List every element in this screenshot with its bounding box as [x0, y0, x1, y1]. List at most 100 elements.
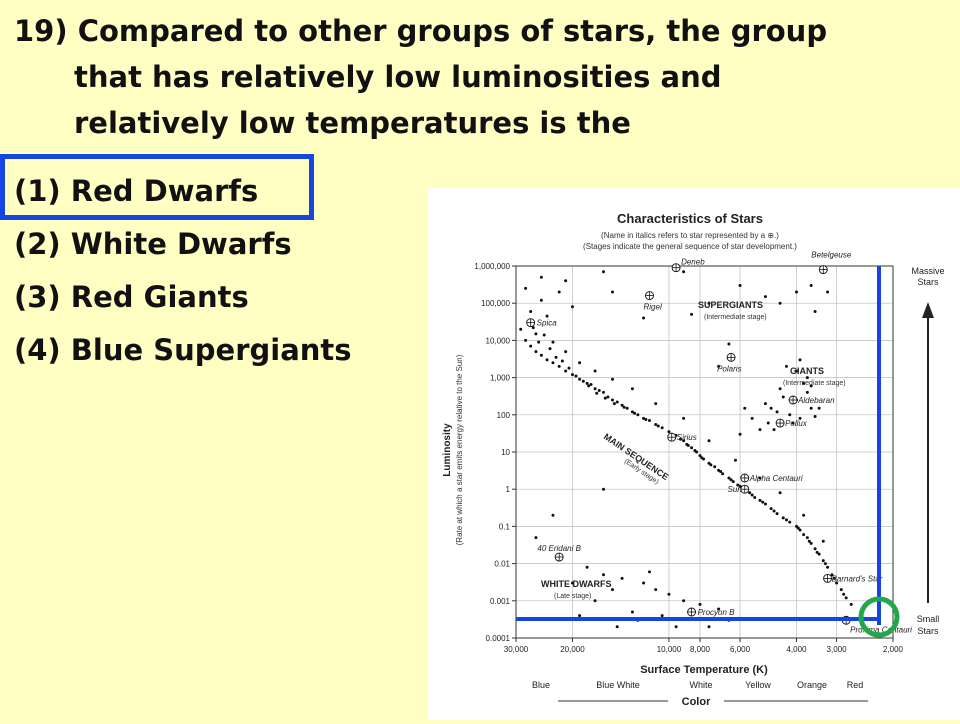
star-point [620, 403, 624, 407]
star-point [798, 528, 802, 532]
red-dwarf-highlight-circle [858, 596, 900, 638]
star-point [620, 576, 624, 580]
star-point [809, 384, 813, 388]
answer-option-2[interactable]: (2) White Dwarfs [14, 227, 292, 261]
star-point [738, 432, 742, 436]
star-point [589, 383, 593, 387]
star-point [597, 389, 601, 393]
star-point [772, 428, 776, 432]
star-point [849, 602, 853, 606]
star-point [753, 495, 757, 499]
named-star-label: Betelgeuse [811, 251, 852, 260]
star-point [802, 513, 806, 517]
answer-option-4[interactable]: (4) Blue Supergiants [14, 333, 352, 367]
star-point [758, 428, 762, 432]
star-point [750, 493, 754, 497]
star-point [788, 520, 792, 524]
question-text: 19) Compared to other groups of stars, t… [14, 8, 954, 146]
star-point [815, 550, 819, 554]
star-point [531, 326, 535, 330]
named-star-label: Polaris [717, 364, 741, 373]
star-point [791, 421, 795, 425]
y-tick-label: 10,000 [486, 336, 511, 345]
x-tick-label: 20,000 [560, 645, 585, 654]
giants-label: GIANTS [790, 366, 824, 376]
star-point [622, 405, 626, 409]
star-point [743, 406, 747, 410]
color-band-label: White [689, 680, 712, 690]
x-axis-label: Surface Temperature (K) [640, 664, 768, 676]
star-point [813, 547, 817, 551]
star-point [610, 377, 614, 381]
star-point [593, 369, 597, 373]
named-star-label: Spica [537, 319, 558, 328]
y-axis-sublabel: (Rate at which a star emits energy relat… [455, 354, 464, 545]
star-point [707, 301, 711, 305]
star-point [839, 588, 843, 592]
star-point [772, 509, 776, 513]
star-point [796, 526, 800, 530]
star-point [778, 301, 782, 305]
y-tick-label: 0.1 [499, 522, 511, 531]
star-point [795, 290, 799, 294]
named-star-label: Procyon B [698, 608, 736, 617]
chart-subtitle-2: (Stages indicate the general sequence of… [583, 242, 797, 251]
star-point [567, 366, 571, 370]
star-point [615, 625, 619, 629]
star-point [612, 402, 616, 406]
color-band-label: Yellow [745, 680, 771, 690]
y-axis-label: Luminosity [442, 423, 453, 477]
x-tick-label: 30,000 [504, 645, 529, 654]
star-point [821, 539, 825, 543]
star-point [647, 570, 651, 574]
star-point [585, 381, 589, 385]
giants-stage: (Intermediate stage) [783, 380, 846, 387]
star-point [781, 516, 785, 520]
x-tick-label: 2,000 [883, 645, 904, 654]
named-star-label: Rigel [643, 303, 661, 312]
star-point [667, 430, 671, 434]
star-point [748, 491, 752, 495]
star-point [551, 340, 555, 344]
star-point [798, 416, 802, 420]
massive-label-2: Stars [917, 277, 939, 287]
question-line-3: relatively low temperatures is the [74, 106, 631, 140]
star-point [557, 364, 561, 368]
star-point [813, 309, 817, 313]
star-point [721, 472, 725, 476]
star-point [727, 342, 731, 346]
star-point [781, 395, 785, 399]
star-point [826, 565, 830, 569]
star-point [809, 406, 813, 410]
y-tick-label: 1,000 [490, 374, 511, 383]
y-tick-label: 0.0001 [486, 634, 511, 643]
star-point [578, 614, 582, 618]
answer-option-1[interactable]: (1) Red Dwarfs [14, 174, 259, 208]
star-point [610, 290, 614, 294]
answer-option-3[interactable]: (3) Red Giants [14, 280, 249, 314]
star-point [679, 437, 683, 441]
star-point [551, 361, 555, 365]
star-point [534, 332, 538, 336]
answer-options: (1) Red Dwarfs (2) White Dwarfs (3) Red … [14, 168, 352, 380]
star-point [557, 290, 561, 294]
star-point [693, 448, 697, 452]
named-star-label: Alpha Centauri [749, 474, 803, 483]
star-point [529, 344, 533, 348]
star-point [593, 387, 597, 391]
star-point [587, 384, 591, 388]
star-point [707, 439, 711, 443]
massive-label-1: Massive [911, 266, 944, 276]
star-point [713, 465, 717, 469]
star-point [660, 426, 664, 430]
star-point [524, 286, 528, 290]
star-point [700, 456, 704, 460]
star-point [813, 415, 817, 419]
star-point [545, 314, 549, 318]
color-band-label: Blue White [596, 680, 640, 690]
color-band-label: Blue [532, 680, 550, 690]
star-point [817, 406, 821, 410]
star-point [761, 500, 765, 504]
star-points [519, 270, 853, 629]
star-point [763, 402, 767, 406]
